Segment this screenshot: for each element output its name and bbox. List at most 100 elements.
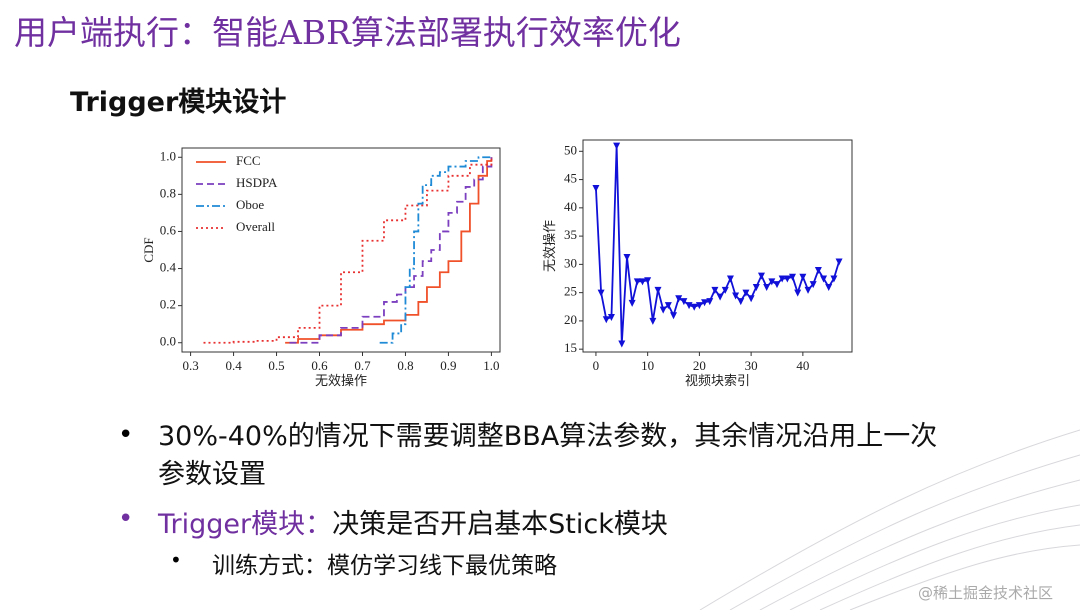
marker [794,289,802,297]
marker [711,286,719,294]
marker [742,289,750,297]
marker [628,299,636,307]
bullet-text: 训练方式：模仿学习线下最优策略 [212,553,557,579]
marker [701,299,709,307]
x-tick-label: 40 [796,358,809,373]
data-line [379,156,492,344]
marker [618,340,626,348]
y-tick-label: 0.2 [160,297,176,312]
marker [623,254,631,262]
plot-frame [181,147,501,353]
bullet-dot: • [170,548,182,572]
marker [597,289,605,297]
y-tick-label: 1.0 [160,148,176,163]
marker [835,258,843,266]
marker [732,292,740,300]
y-tick-label: 30 [564,255,577,270]
marker [680,298,688,306]
bullet-dot: • [118,504,134,534]
marker [659,306,667,314]
subtitle: Trigger模块设计 [70,87,287,118]
marker [690,303,698,311]
x-tick-label: 0.5 [268,358,284,373]
y-axis-label: CDF [141,237,156,262]
y-tick-label: 0.4 [160,260,177,275]
data-line [285,157,493,344]
marker [768,278,776,286]
marker [814,267,822,275]
y-tick-label: 40 [564,199,577,214]
x-tick-label: 0.3 [182,358,198,373]
marker [799,273,807,281]
marker [670,312,678,320]
marker [789,273,797,281]
legend-label: FCC [236,153,261,168]
marker [644,277,652,285]
x-tick-label: 1.0 [483,358,499,373]
y-tick-label: 0.0 [160,334,176,349]
marker [695,302,703,310]
x-axis-label: 视频块索引 [685,373,750,388]
marker [638,278,646,286]
data-line [595,145,840,344]
marker [809,281,817,289]
marker [830,275,838,283]
y-axis-label: 无效操作 [542,220,557,272]
marker [737,298,745,306]
x-tick-label: 10 [641,358,654,373]
legend-label: HSDPA [236,175,278,190]
bullet-line: Trigger模块：决策是否开启基本Stick模块 [158,502,668,541]
marker [649,317,657,325]
marker [654,286,662,294]
y-tick-label: 35 [564,227,577,242]
plot-frame [582,139,853,353]
x-tick-label: 20 [693,358,706,373]
marker [778,275,786,283]
x-tick-label: 0.7 [354,358,371,373]
x-axis-label: 无效操作 [315,373,367,388]
x-tick-label: 30 [745,358,758,373]
marker [757,272,765,280]
y-tick-label: 25 [564,284,577,299]
bullet-label: Trigger模块： [158,509,333,540]
marker [820,275,828,283]
marker [664,302,672,310]
bullet-text: 30%-40%的情况下需要调整BBA算法参数，其余情况沿用上一次参数设置 [158,421,938,490]
y-tick-label: 15 [564,340,577,355]
watermark: @稀土掘金技术社区 [918,584,1054,602]
background-waves [699,429,1080,610]
data-line [203,157,493,344]
slide-title: 用户端执行：智能ABR算法部署执行效率优化 [14,13,681,52]
marker [825,283,833,291]
marker [607,313,615,321]
marker [633,278,641,286]
marker [716,293,724,301]
x-tick-label: 0 [593,358,600,373]
marker [592,185,600,193]
y-tick-label: 0.6 [160,222,177,237]
legend-label: Overall [236,219,275,234]
marker [602,316,610,324]
marker [752,283,760,291]
marker [773,281,781,289]
y-tick-label: 45 [564,171,577,186]
legend-label: Oboe [236,197,264,212]
marker [747,295,755,303]
y-tick-label: 20 [564,312,577,327]
data-line [289,157,493,344]
marker [613,142,621,150]
bullet-dot: • [118,420,134,450]
marker [721,286,729,294]
marker [675,295,683,303]
marker [804,286,812,294]
y-tick-label: 50 [564,142,577,157]
x-tick-label: 0.8 [397,358,413,373]
x-tick-label: 0.9 [440,358,456,373]
y-tick-label: 0.8 [160,185,176,200]
x-tick-label: 0.6 [311,358,328,373]
x-tick-label: 0.4 [225,358,242,373]
marker [783,275,791,283]
marker [726,275,734,283]
marker [763,283,771,291]
